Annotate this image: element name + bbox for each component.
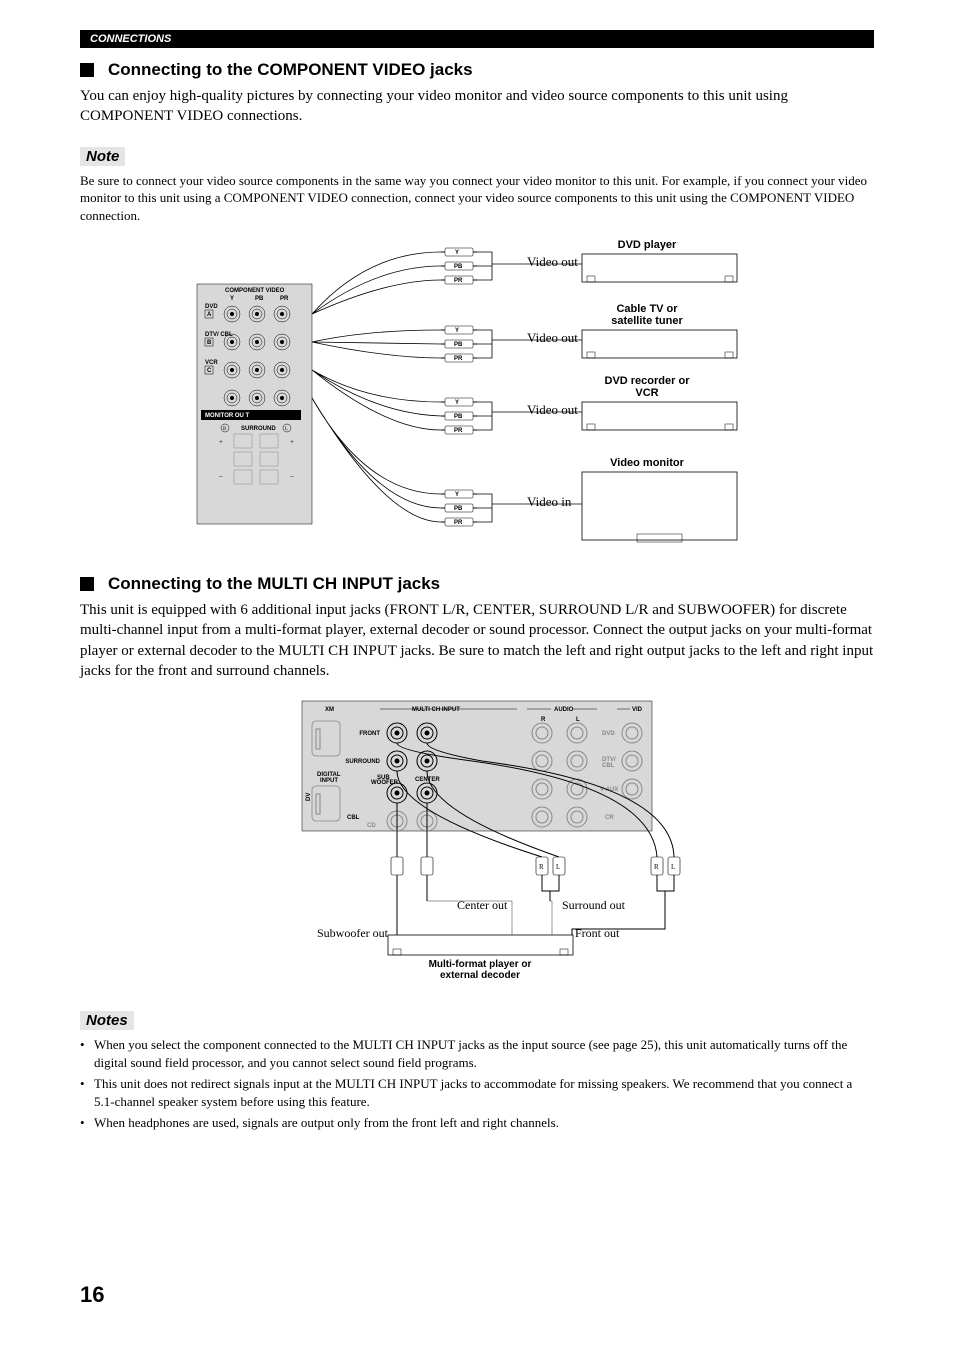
diagram1-container: COMPONENT VIDEO Y PB PR DVD A DTV/ CBL B… <box>80 234 874 554</box>
section1-body: You can enjoy high-quality pictures by c… <box>80 86 874 127</box>
svg-text:CD: CD <box>367 823 376 829</box>
d1-c0-y: Y <box>455 250 459 256</box>
d2-bottom-a: Multi-format player or <box>429 959 532 970</box>
d1-dev2-label-a: DVD recorder or <box>605 375 691 387</box>
d1-dev1-text: Video out <box>527 330 578 345</box>
section2-body: This unit is equipped with 6 additional … <box>80 600 874 681</box>
svg-text:+: + <box>219 438 223 446</box>
d1-c2-pr: PR <box>454 428 463 434</box>
square-bullet-icon <box>80 577 94 591</box>
d2-xm: XM <box>325 707 334 713</box>
d1-row0-label: DVD <box>205 304 218 310</box>
header-bar: CONNECTIONS <box>80 30 874 48</box>
d1-panel-header: COMPONENT VIDEO <box>225 288 285 294</box>
d1-row1-mark: B <box>207 340 212 346</box>
d1-c2-y: Y <box>455 400 459 406</box>
d2-l: L <box>576 717 580 723</box>
d1-dev0-text: Video out <box>527 254 578 269</box>
d2-audio: AUDIO <box>554 707 574 713</box>
d2-center-out: Center out <box>457 898 508 912</box>
d1-row2-mark: C <box>207 368 212 374</box>
d2-surround-out: Surround out <box>562 898 626 912</box>
section1-header: Connecting to the COMPONENT VIDEO jacks <box>80 60 874 80</box>
d1-c3-pr: PR <box>454 520 463 526</box>
d1-c1-pr: PR <box>454 356 463 362</box>
d2-rca-surr-r: R <box>536 857 548 883</box>
d1-c3-pb: PB <box>454 506 463 512</box>
d2-r: R <box>541 717 546 723</box>
diagram2-container: XM MULTI CH INPUT AUDIO VID DIGITAL INPU… <box>80 691 874 981</box>
d1-c1-y: Y <box>455 328 459 334</box>
diagram1: COMPONENT VIDEO Y PB PR DVD A DTV/ CBL B… <box>187 234 767 554</box>
svg-text:CBL: CBL <box>347 815 360 821</box>
d2-rca-front-r: R <box>651 857 663 883</box>
d1-dev2-text: Video out <box>527 402 578 417</box>
d1-c0-pb: PB <box>454 264 463 270</box>
d2-input: INPUT <box>320 778 338 784</box>
d2-vid: VID <box>632 707 643 713</box>
d1-col-pb: PB <box>255 296 264 302</box>
d2-rca-center <box>421 857 433 883</box>
d1-dev3-label: Video monitor <box>610 457 684 469</box>
svg-text:–: – <box>289 472 294 480</box>
notes-label: Notes <box>80 1011 134 1030</box>
d2-dvd-label: DVD <box>602 731 615 737</box>
section1-title: Connecting to the COMPONENT VIDEO jacks <box>108 60 473 80</box>
page-number: 16 <box>80 1282 104 1308</box>
note-item-1: This unit does not redirect signals inpu… <box>80 1075 874 1110</box>
d2-front-out: Front out <box>575 926 620 940</box>
d1-monitor-out: MONITOR OU T <box>205 413 250 419</box>
square-bullet-icon <box>80 63 94 77</box>
d2-multi-ch: MULTI CH INPUT <box>412 707 460 713</box>
note-text-1: Be sure to connect your video source com… <box>80 172 874 225</box>
d1-dev2-label-b: VCR <box>635 387 658 399</box>
d2-rca-front-l: L <box>668 857 680 883</box>
d2-rca-front-l-label: L <box>671 863 675 871</box>
note-item-2: When headphones are used, signals are ou… <box>80 1114 874 1132</box>
section2-title: Connecting to the MULTI CH INPUT jacks <box>108 574 440 594</box>
d1-c3-y: Y <box>455 492 459 498</box>
note-label-1: Note <box>80 147 125 166</box>
d1-row2-label: VCR <box>205 360 218 366</box>
svg-text:–: – <box>218 472 223 480</box>
d1-row1-label: DTV/ CBL <box>205 332 233 338</box>
diagram2: XM MULTI CH INPUT AUDIO VID DIGITAL INPU… <box>262 691 692 981</box>
d2-rca-surr-l: L <box>553 857 565 883</box>
d1-dev1-label-b: satellite tuner <box>611 315 683 327</box>
section2-header: Connecting to the MULTI CH INPUT jacks <box>80 574 874 594</box>
note-item-0: When you select the component connected … <box>80 1036 874 1071</box>
d2-rca-sub <box>391 857 403 883</box>
svg-text:+: + <box>290 438 294 446</box>
d2-sub-out: Subwoofer out <box>317 926 389 940</box>
svg-text:DV: DV <box>306 793 312 801</box>
d1-dev1-label-a: Cable TV or <box>616 303 678 315</box>
d2-surround: SURROUND <box>345 759 380 765</box>
d1-dev3-text: Video in <box>527 494 572 509</box>
d2-rca-surr-r-label: R <box>539 863 544 871</box>
d1-dev0-label: DVD player <box>618 239 677 251</box>
d1-col-y: Y <box>230 296 234 302</box>
d2-front: FRONT <box>359 731 380 737</box>
d1-row0-mark: A <box>207 312 212 318</box>
d1-c0-pr: PR <box>454 278 463 284</box>
d2-rca-front-r-label: R <box>654 863 659 871</box>
d2-bottom-b: external decoder <box>440 970 520 981</box>
d1-devices: DVD player Video out Y PB PR Cable TV or… <box>312 239 737 542</box>
d1-col-pr: PR <box>280 296 289 302</box>
d2-rca-surr-l-label: L <box>556 863 560 871</box>
d1-c2-pb: PB <box>454 414 463 420</box>
d1-surround: SURROUND <box>241 426 276 432</box>
notes-list: When you select the component connected … <box>80 1036 874 1132</box>
d1-surround-l: L <box>285 427 288 432</box>
svg-text:CBL: CBL <box>602 763 615 769</box>
d1-c1-pb: PB <box>454 342 463 348</box>
svg-text:CR: CR <box>605 815 614 821</box>
